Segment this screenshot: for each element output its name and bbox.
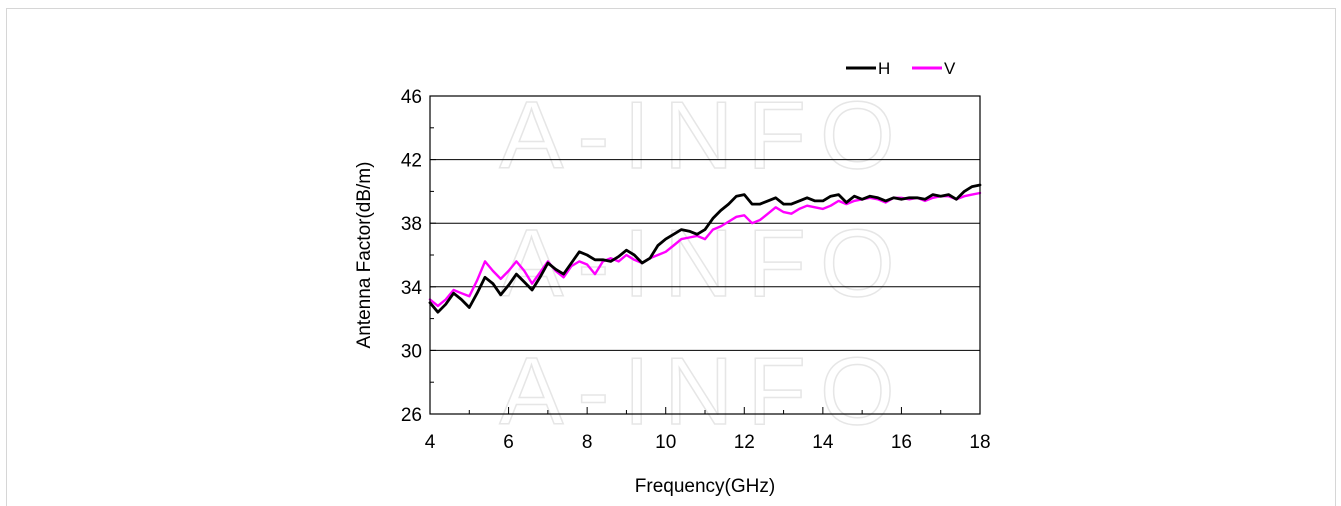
- y-tick-label-34: 34: [401, 278, 423, 299]
- watermark-text-3: A-INFO: [499, 338, 908, 445]
- y-tick-label-42: 42: [401, 151, 422, 172]
- x-tick-label-10: 10: [655, 432, 676, 453]
- x-tick-label-18: 18: [969, 432, 990, 453]
- watermark-layer: A-INFO A-INFO A-INFO: [499, 81, 908, 446]
- x-tick-label-8: 8: [582, 432, 593, 453]
- tick-layer: [429, 95, 981, 415]
- series-line-H: [428, 183, 982, 314]
- x-tick-label-6: 6: [503, 432, 514, 453]
- legend-label-V: V: [944, 59, 956, 78]
- x-axis-title: Frequency(GHz): [635, 476, 775, 497]
- figure-frame: [6, 8, 1336, 506]
- y-tick-label-26: 26: [401, 405, 422, 426]
- series-layer: [428, 183, 982, 314]
- x-tick-label-16: 16: [891, 432, 912, 453]
- y-tick-label-46: 46: [401, 87, 422, 108]
- y-tick-label-38: 38: [401, 214, 422, 235]
- y-axis-title: Antenna Factor(dB/m): [354, 162, 375, 349]
- x-tick-label-4: 4: [425, 432, 436, 453]
- y-tick-label-30: 30: [401, 341, 422, 362]
- watermark-text-1: A-INFO: [499, 82, 908, 189]
- legend-label-H: H: [878, 59, 890, 78]
- watermark-text-2: A-INFO: [499, 210, 908, 317]
- grid-layer: [430, 159, 980, 351]
- x-tick-label-14: 14: [812, 432, 834, 453]
- x-tick-label-12: 12: [734, 432, 755, 453]
